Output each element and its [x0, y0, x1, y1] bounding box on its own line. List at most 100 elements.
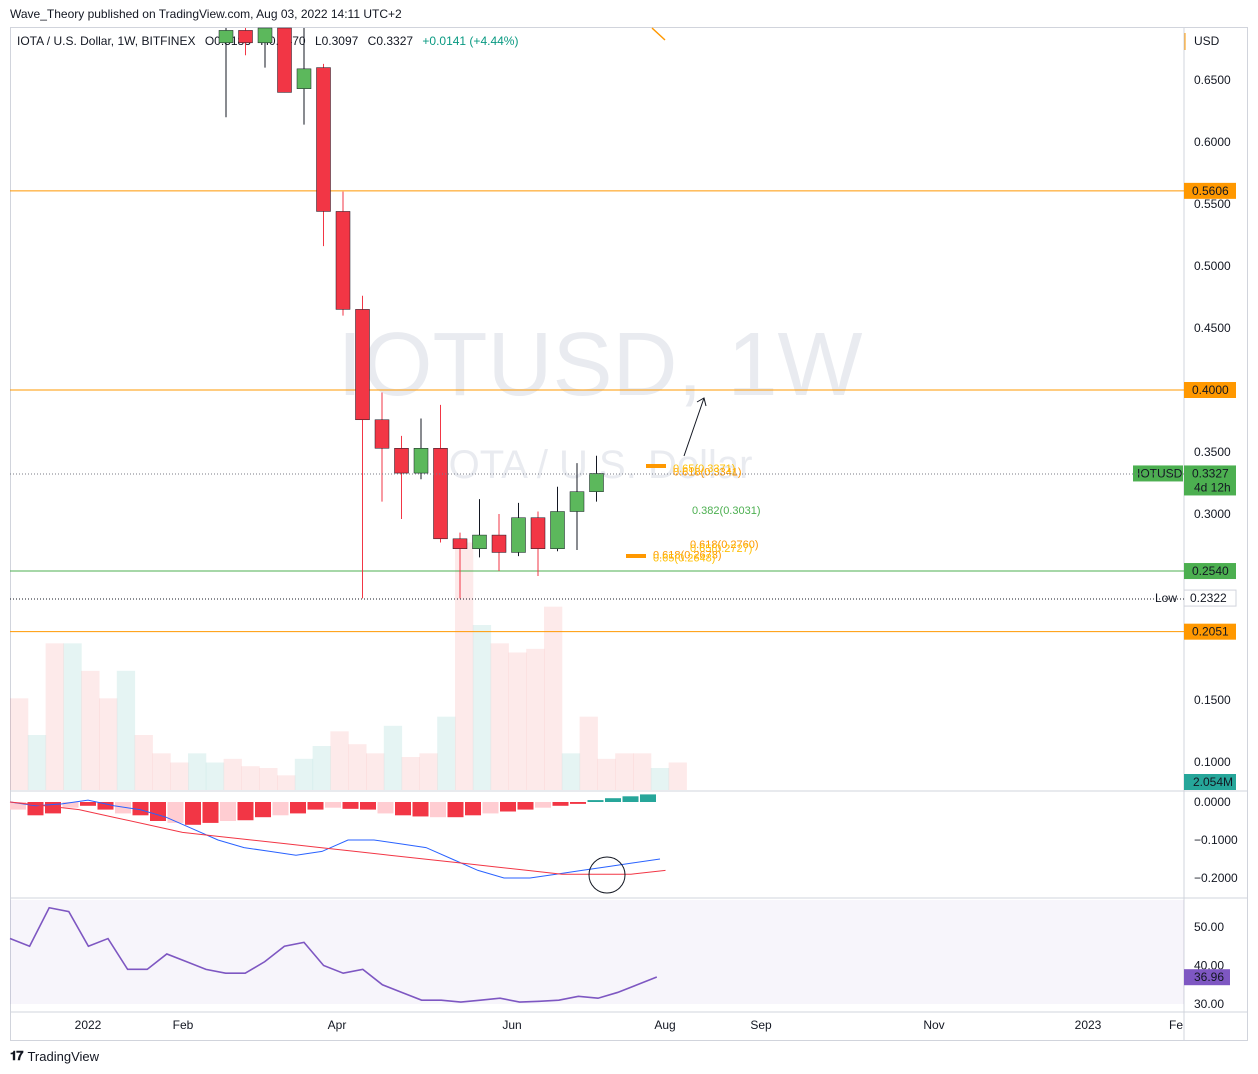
legend-open-label: O [205, 34, 214, 48]
macd-histogram-bar [360, 802, 376, 810]
macd-tick-label: 0.0000 [1194, 795, 1231, 809]
volume-bar [561, 753, 581, 790]
volume-bar [401, 757, 420, 790]
top-trend-line [651, 27, 666, 41]
macd-histogram-bar [307, 802, 324, 810]
macd-histogram-bar [395, 802, 411, 816]
macd-histogram-bar [202, 802, 219, 823]
fib-zone-marker [626, 554, 646, 558]
macd-histogram-bar [412, 802, 429, 817]
macd-histogram-bar [325, 802, 341, 808]
countdown-label: 4d 12h [1194, 480, 1231, 494]
volume-bar [366, 753, 385, 790]
volume-bar [99, 698, 118, 790]
volume-bar [312, 746, 331, 790]
level-price-badge [1184, 182, 1236, 199]
footer-brand: TradingView [27, 1048, 100, 1064]
level-price-badge [1184, 623, 1236, 640]
fib-level-label: 0.618(0.2673) [653, 550, 722, 562]
fib-level-label: 0.65(0.2727) [690, 543, 752, 555]
chart-frame [10, 27, 1248, 1041]
candle-body [511, 517, 526, 553]
legend-close-value: 0.3327 [376, 34, 413, 48]
volume-layer [10, 542, 687, 790]
price-tick-label: 0.6500 [1194, 73, 1231, 87]
time-tick-label: Sep [750, 1018, 772, 1032]
candle-body [277, 27, 292, 93]
level-price-label: 0.2540 [1192, 564, 1229, 578]
price-tick-label: 0.6000 [1194, 135, 1231, 149]
volume-bar [490, 643, 509, 790]
macd-histogram-bar [447, 802, 464, 818]
volume-bar [437, 716, 456, 790]
currency-label: USD [1194, 34, 1220, 48]
macd-histogram-bar [115, 802, 131, 814]
volume-bar [455, 542, 474, 790]
legend-low-value: 0.3097 [322, 34, 359, 48]
candle-body [296, 68, 312, 89]
time-tick-label: Aug [654, 1018, 675, 1032]
rsi-band [10, 900, 1184, 1004]
candle-body [394, 448, 409, 474]
volume-bar [294, 758, 314, 790]
price-tick-label: 0.5500 [1194, 197, 1231, 211]
macd-histogram-bar [587, 800, 604, 802]
volume-value-label: 2.054M [1193, 775, 1233, 789]
current-symbol-label: IOTUSD [1137, 466, 1183, 480]
volume-bar [188, 753, 207, 790]
legend-low-label: L [315, 34, 322, 48]
current-price-badge [1184, 465, 1236, 496]
volume-bar [170, 762, 189, 790]
low-price-label: 0.2322 [1190, 591, 1227, 605]
volume-bar [650, 768, 670, 790]
volume-bar [116, 670, 136, 790]
macd-histogram-bar [517, 802, 534, 810]
candle-body [550, 511, 565, 549]
macd-histogram-bar [97, 802, 114, 810]
low-price-badge [1183, 589, 1237, 607]
projection-arrow-head [696, 397, 707, 407]
macd-histogram-bar [552, 802, 569, 806]
macd-histogram-bar [430, 802, 446, 818]
volume-bar [10, 698, 29, 790]
price-tick-label: 0.3000 [1194, 507, 1231, 521]
level-price-label: 0.5606 [1192, 184, 1229, 198]
volume-bar [383, 725, 403, 790]
current-symbol-badge [1133, 465, 1183, 482]
candle-body [355, 309, 370, 421]
fib-level-label: 0.382(0.3031) [692, 505, 761, 517]
time-tick-label: Feb [173, 1018, 194, 1032]
macd-histogram-bar [290, 802, 306, 814]
macd-histogram-bar [342, 802, 359, 809]
price-tick-label: 0.3500 [1194, 445, 1231, 459]
macd-histogram-bar [640, 794, 656, 802]
time-tick-label: 2023 [1075, 1018, 1102, 1032]
volume-bar [526, 648, 545, 790]
macd-histogram-bar [622, 796, 639, 802]
macd-line [9, 799, 661, 879]
candle-body [530, 517, 546, 549]
macd-histogram-bar [605, 798, 621, 802]
macd-layer: 0.0000 −0.1000 −0.2000 [9, 794, 1238, 885]
candles-layer [218, 27, 604, 599]
price-tick-label: 0.1000 [1194, 755, 1231, 769]
volume-bar [579, 716, 598, 790]
candle-body [218, 30, 234, 44]
volume-bar [330, 731, 349, 790]
macd-histogram-bar [500, 802, 516, 812]
current-price-label: 0.3327 [1192, 466, 1229, 480]
candle-body [589, 473, 604, 492]
macd-histogram-bar [62, 802, 79, 808]
rsi-line [9, 906, 658, 1003]
macd-histogram-bar [272, 802, 289, 816]
candle-body [316, 67, 331, 212]
candle-body [257, 27, 273, 44]
volume-bar [241, 766, 260, 790]
legend-close-label: C [368, 34, 377, 48]
macd-histogram-bar [150, 802, 166, 821]
volume-bar [633, 753, 652, 790]
level-price-badge [1184, 563, 1236, 580]
macd-histogram-bar [80, 802, 96, 806]
level-price-badge [1184, 382, 1236, 398]
